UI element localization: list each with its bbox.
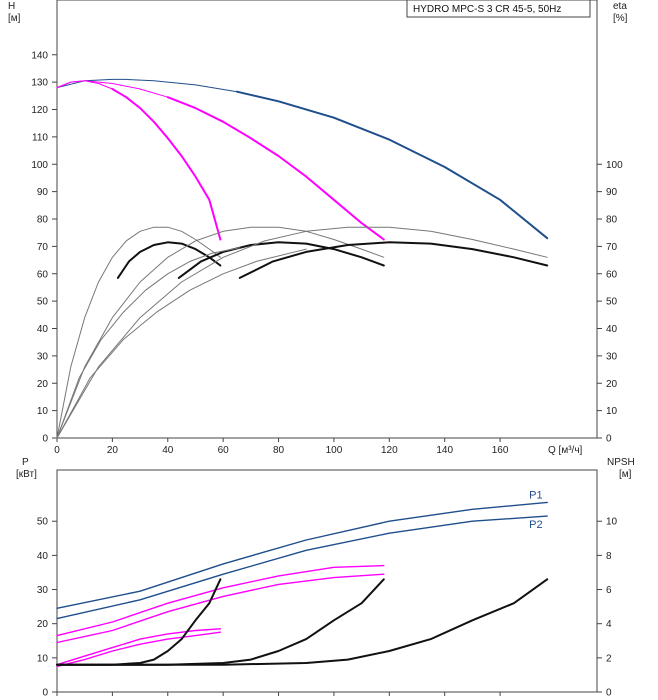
npsh-tick-label: 8 xyxy=(606,551,612,562)
y-tick-label: 10 xyxy=(37,406,49,417)
eta-curve-9 xyxy=(177,241,385,279)
power-panel-ticks: 0 10 20 30 40 50 0 2 4 6 8 10 xyxy=(37,517,618,699)
y-axis-unit: [м] xyxy=(8,13,21,24)
y-tick-label: 30 xyxy=(37,351,49,362)
x-tick-label: 40 xyxy=(162,445,174,456)
y-tick-label: 60 xyxy=(37,269,49,280)
x-axis-title: Q [м³/ч] xyxy=(548,445,583,456)
y-tick-label: 90 xyxy=(37,187,49,198)
x-tick-label: 100 xyxy=(326,445,343,456)
npsh-tick-label: 10 xyxy=(606,517,618,528)
head-curve-1 xyxy=(236,90,549,240)
y-tick-label: 140 xyxy=(31,50,48,61)
x-tick-label: 80 xyxy=(273,445,285,456)
y2-tick-label: 50 xyxy=(606,297,618,308)
x-tick-label: 160 xyxy=(492,445,509,456)
eta-curve-10 xyxy=(56,226,548,439)
eta-curve-7 xyxy=(116,241,222,279)
eta-curve-13 xyxy=(56,248,307,439)
y-tick-label: 120 xyxy=(31,105,48,116)
series-label-p1: P1 xyxy=(529,489,542,501)
y2-tick-label: 10 xyxy=(606,406,618,417)
y2-axis-unit: [%] xyxy=(613,13,628,24)
power-curve-5 xyxy=(56,631,222,668)
npsh-axis-unit: [м] xyxy=(619,469,632,480)
y-tick-label: 40 xyxy=(37,324,49,335)
y2-tick-label: 80 xyxy=(606,215,618,226)
eta-curve-6 xyxy=(56,226,221,439)
p-tick-label: 20 xyxy=(37,619,49,630)
x-tick-label: 20 xyxy=(107,445,119,456)
x-tick-label: 120 xyxy=(381,445,398,456)
x-tick-label: 140 xyxy=(436,445,453,456)
y-tick-label: 70 xyxy=(37,242,49,253)
npsh-axis-label: NPSH xyxy=(607,457,635,468)
y-tick-label: 50 xyxy=(37,297,49,308)
npsh-curve-8 xyxy=(56,578,549,666)
y2-tick-label: 100 xyxy=(606,160,623,171)
power-axis-label: P xyxy=(22,457,29,468)
power-curve-3 xyxy=(56,573,385,644)
power-panel-series: P1 P2 xyxy=(56,489,549,668)
head-curve-3 xyxy=(166,96,385,241)
y2-axis-label: eta xyxy=(613,1,627,12)
power-curve-4 xyxy=(56,628,222,666)
y-tick-label: 110 xyxy=(32,132,48,143)
eta-curve-11 xyxy=(238,241,549,279)
p-tick-label: 10 xyxy=(37,653,49,664)
y-tick-label: 0 xyxy=(42,434,48,445)
p-tick-label: 40 xyxy=(37,551,49,562)
y-tick-label: 130 xyxy=(31,78,48,89)
y2-tick-label: 40 xyxy=(606,324,618,335)
head-curve-5 xyxy=(111,88,222,241)
npsh-curve-7 xyxy=(56,578,385,666)
p-tick-label: 30 xyxy=(37,585,49,596)
npsh-tick-label: 6 xyxy=(606,585,612,596)
eta-curve-8 xyxy=(56,226,385,439)
power-curve-2 xyxy=(56,564,385,637)
y-tick-label: 100 xyxy=(31,160,48,171)
x-tick-label: 0 xyxy=(54,445,60,456)
y2-tick-label: 60 xyxy=(606,269,618,280)
head-curve-0 xyxy=(56,78,548,239)
npsh-tick-label: 2 xyxy=(606,653,612,664)
x-tick-label: 60 xyxy=(218,445,230,456)
y2-tick-label: 90 xyxy=(606,187,618,198)
y-axis-label: H xyxy=(8,1,15,12)
y2-tick-label: 0 xyxy=(606,434,612,445)
chart-title: HYDRO MPC-S 3 CR 45-5, 50Hz xyxy=(413,4,561,15)
power-curve-0 xyxy=(56,501,548,609)
y2-tick-label: 30 xyxy=(606,351,618,362)
y-tick-label: 80 xyxy=(37,215,49,226)
head-panel-frame xyxy=(56,0,598,439)
y-tick-label: 20 xyxy=(37,379,49,390)
head-panel-series xyxy=(56,78,549,439)
y2-tick-label: 70 xyxy=(606,242,618,253)
power-panel-frame xyxy=(56,469,598,693)
title-box xyxy=(406,0,591,18)
y2-tick-label: 20 xyxy=(606,379,618,390)
head-curve-4 xyxy=(56,80,221,240)
power-curve-1 xyxy=(56,515,548,620)
series-label-p2: P2 xyxy=(529,519,542,531)
npsh-tick-label: 0 xyxy=(606,688,612,699)
power-axis-unit: [кВт] xyxy=(16,469,37,480)
head-panel-ticks: 0 20 40 60 80 100 120 140 160 Q [м³/ч]01020304050… xyxy=(31,50,623,456)
p-tick-label: 50 xyxy=(37,517,49,528)
head-curve-2 xyxy=(56,80,385,240)
eta-curve-12 xyxy=(56,247,241,439)
p-tick-label: 0 xyxy=(42,688,48,699)
npsh-tick-label: 4 xyxy=(606,619,612,630)
